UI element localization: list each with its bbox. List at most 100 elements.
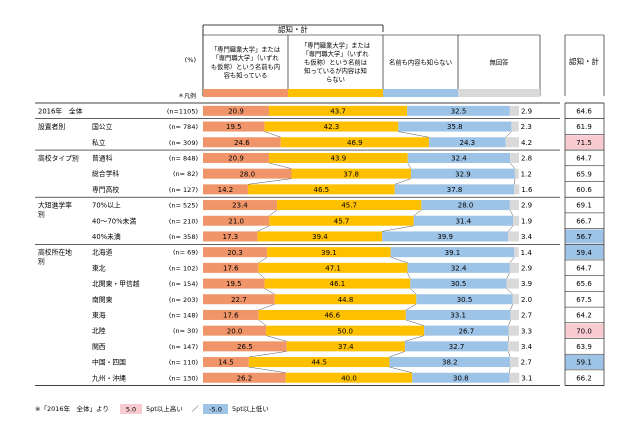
column-header-4: 無回答: [490, 58, 510, 67]
footnote-low-box: [203, 404, 228, 414]
row-n: (n= 358): [169, 233, 198, 241]
footnote-high-box: [120, 404, 142, 414]
bar-segment-3: [404, 341, 509, 352]
bar-value-3: 30.8: [453, 374, 469, 382]
row-18: 九州・沖縄 (n= 130) 26.2 40.0 30.8 3.1 66.2: [92, 366, 604, 383]
bar-value-2: 37.8: [343, 170, 359, 178]
bar-segment-3: [410, 168, 515, 179]
row-n: (n= 309): [169, 139, 198, 147]
right-total-label: 認知・計: [569, 56, 599, 66]
total-value: 66.7: [576, 217, 592, 225]
bar-value-3: 28.0: [458, 202, 474, 210]
bar-segment-2: [285, 372, 413, 383]
bar-value-2: 45.7: [341, 202, 357, 210]
row-label: 関西: [92, 343, 106, 351]
total-value: 61.9: [576, 123, 592, 131]
connector-line: [405, 304, 417, 311]
total-value: 56.7: [576, 233, 592, 241]
connector-line: [258, 304, 275, 311]
bar-value-3: 32.4: [451, 155, 467, 163]
row-n: (n=1105): [167, 107, 198, 115]
bar-value-2: 39.4: [312, 233, 328, 241]
bar-segment-3: [394, 184, 515, 195]
bar-value-4: 3.3: [521, 327, 532, 335]
bar-value-4: 2.9: [521, 202, 532, 210]
row-label: 東海: [92, 310, 106, 319]
row-n: (n= 154): [169, 280, 198, 288]
bar-segment-1: [203, 294, 275, 305]
bar-segment-4: [509, 372, 520, 383]
bar-value-3: 32.4: [451, 264, 467, 272]
chart-header: 認知・計 (%) ＊凡例 認知・計 「専門職業大学」または「専門職大学」（いずれ…: [178, 24, 605, 100]
bar-segment-1: [203, 278, 265, 289]
row-label: 私立: [92, 138, 106, 147]
legend-swatch-known-content: [203, 89, 288, 97]
connector-line: [505, 131, 512, 138]
row-n: (n= 784): [169, 123, 198, 131]
total-value: 66.2: [576, 374, 592, 382]
connector-line: [509, 209, 514, 216]
bar-segment-2: [269, 105, 408, 116]
total-value: 64.7: [576, 264, 592, 272]
bar-segment-3: [410, 278, 507, 289]
footnote-prefix: ※「2016年 全体」より: [35, 404, 109, 413]
connector-line: [266, 335, 287, 342]
row-label: 70%以上: [92, 201, 121, 210]
bar-segment-1: [203, 200, 277, 211]
row-n: (n= 82): [173, 170, 198, 178]
connector-line: [264, 288, 275, 295]
bar-segment-2: [274, 294, 417, 305]
row-6: 専門高校 (n= 127) 14.2 46.5 37.8 1.6 60.6: [92, 178, 604, 195]
footnote-low-value: -5.0: [209, 406, 222, 414]
bar-value-1: 21.0: [228, 217, 244, 225]
bar-value-2: 44.8: [338, 296, 354, 304]
bar-value-3: 32.5: [451, 107, 467, 115]
bar-value-4: 1.9: [521, 217, 532, 225]
bar-segment-3: [405, 309, 511, 320]
bar-segment-2: [280, 137, 429, 148]
bar-value-3: 39.1: [445, 249, 461, 257]
bar-value-3: 24.3: [460, 139, 476, 147]
bar-value-2: 44.5: [311, 359, 327, 367]
bar-segment-1: [203, 105, 270, 116]
bar-segment-1: [203, 325, 267, 336]
bar-segment-1: [203, 309, 259, 320]
connector-line: [269, 209, 278, 216]
bar-value-1: 17.6: [223, 312, 239, 320]
bar-value-3: 33.1: [450, 312, 466, 320]
row-5: 総合学科 (n= 82) 28.0 37.8 32.9 1.2 65.9: [92, 162, 604, 179]
bar-segment-1: [203, 215, 270, 226]
bar-value-2: 46.5: [314, 186, 330, 194]
bar-value-4: 3.9: [521, 280, 532, 288]
bar-segment-1: [203, 152, 270, 163]
bar-segment-4: [514, 184, 520, 195]
bar-segment-3: [382, 231, 509, 242]
bar-value-3: 30.5: [457, 296, 473, 304]
bar-value-2: 39.1: [321, 249, 337, 257]
bar-value-2: 46.1: [330, 280, 346, 288]
row-n: (n= 102): [169, 264, 198, 272]
bar-segment-3: [407, 105, 510, 116]
bar-segment-3: [416, 294, 513, 305]
connector-line: [407, 162, 412, 169]
bar-segment-1: [203, 137, 281, 148]
row-n: (n= 525): [169, 202, 198, 210]
bar-segment-1: [203, 372, 286, 383]
connector-line: [508, 351, 511, 358]
footnote-low-text: 5pt以上低い: [232, 404, 269, 413]
bar-value-4: 1.2: [521, 170, 532, 178]
footnote-separator: ／: [192, 405, 199, 413]
total-value: 69.1: [576, 202, 592, 210]
bar-value-4: 2.7: [521, 359, 532, 367]
connector-line: [389, 351, 406, 358]
connector-line: [258, 272, 265, 279]
connector-line: [509, 367, 511, 373]
column-headers: 「専門職業大学」または「専門職大学」（いずれも仮称）という名前も内容も知っている…: [211, 40, 509, 83]
row-label: 北海道: [92, 248, 113, 257]
bar-segment-4: [512, 215, 519, 226]
bar-segment-2: [264, 121, 399, 132]
bar-segment-3: [428, 137, 506, 148]
group-label-7: 大短進学率別: [38, 201, 72, 219]
connector-line: [510, 304, 513, 311]
